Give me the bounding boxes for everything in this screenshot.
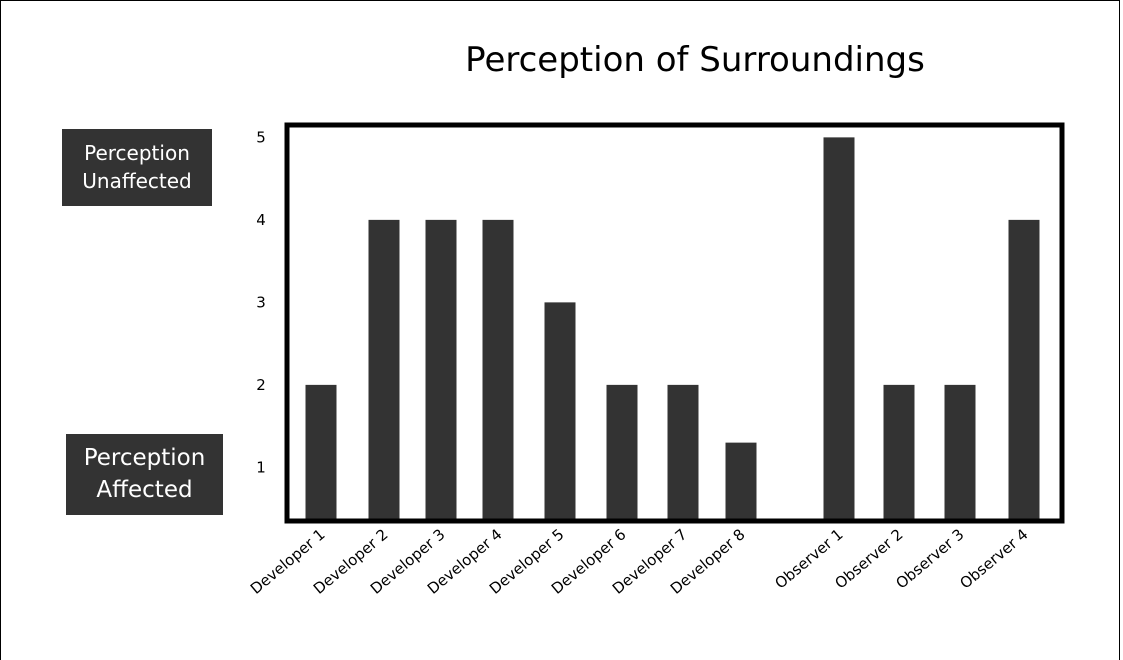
y-tick-label: 3: [256, 293, 266, 311]
x-tick-label: Observer 4: [956, 525, 1031, 592]
bar-developer-3: [425, 219, 457, 521]
bar-developer-5: [544, 302, 576, 521]
y-tick-label: 1: [256, 458, 266, 476]
plot-area-border: [284, 122, 1065, 524]
bar-developer-8: [725, 442, 757, 521]
perception-unaffected-label: Perception Unaffected: [62, 129, 212, 206]
y-tick-label: 5: [256, 128, 266, 146]
y-tick-label: 4: [256, 211, 266, 229]
bar-observer-1: [823, 137, 855, 521]
chart-title: Perception of Surroundings: [465, 40, 925, 80]
bar-developer-6: [606, 384, 638, 521]
y-tick-labels: 1 2 3 4 5: [256, 128, 266, 476]
bar-developer-7: [667, 384, 699, 521]
bar-observer-2: [883, 384, 915, 521]
y-tick-label: 2: [256, 376, 266, 394]
bar-developer-4: [482, 219, 514, 521]
x-tick-label: Observer 3: [892, 525, 967, 592]
perception-affected-label: Perception Affected: [66, 434, 223, 515]
bars-group: [305, 137, 1040, 521]
bar-developer-1: [305, 384, 337, 521]
bar-observer-4: [1008, 219, 1040, 521]
bar-developer-2: [368, 219, 400, 521]
bar-observer-3: [944, 384, 976, 521]
